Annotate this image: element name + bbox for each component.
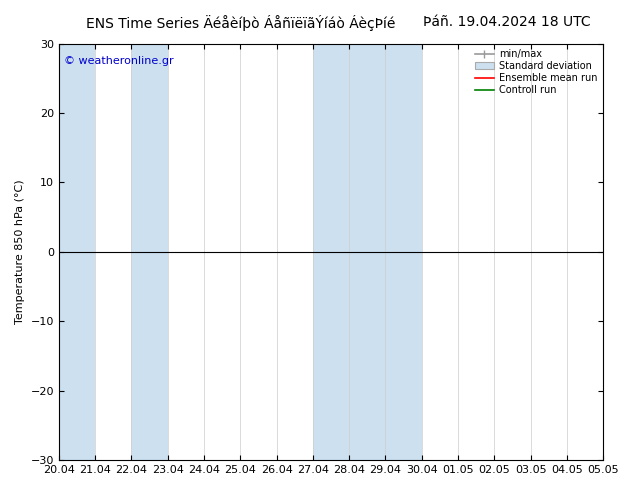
Text: ENS Time Series Äéåèíþò ÁåñïëïãÝíáò ÁèçÞíé: ENS Time Series Äéåèíþò ÁåñïëïãÝíáò ÁèçÞ… xyxy=(86,15,396,31)
Text: Þáñ. 19.04.2024 18 UTC: Þáñ. 19.04.2024 18 UTC xyxy=(424,15,591,29)
Y-axis label: Temperature 850 hPa (°C): Temperature 850 hPa (°C) xyxy=(15,179,25,324)
Bar xyxy=(59,44,95,460)
Text: © weatheronline.gr: © weatheronline.gr xyxy=(65,56,174,66)
Bar xyxy=(603,44,634,460)
Bar xyxy=(131,44,168,460)
Bar xyxy=(313,44,422,460)
Legend: min/max, Standard deviation, Ensemble mean run, Controll run: min/max, Standard deviation, Ensemble me… xyxy=(470,46,601,99)
